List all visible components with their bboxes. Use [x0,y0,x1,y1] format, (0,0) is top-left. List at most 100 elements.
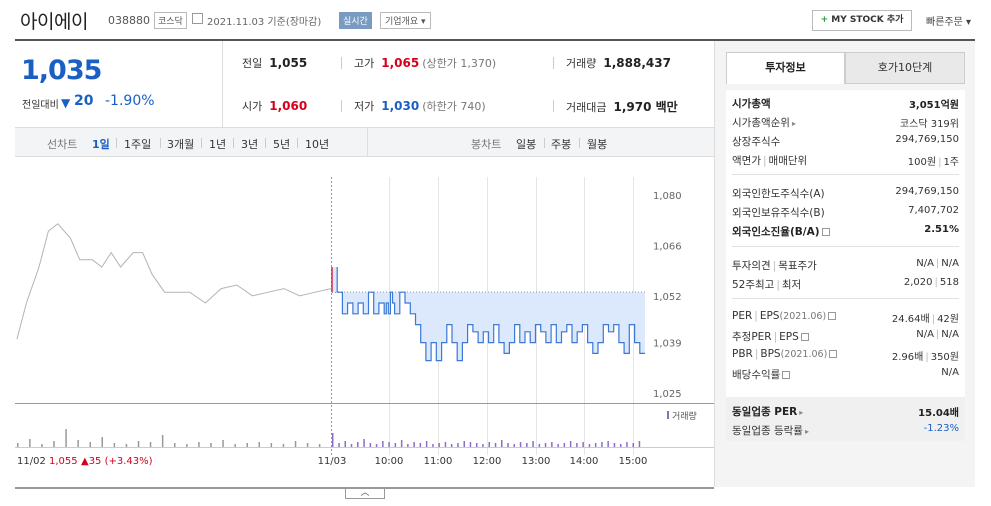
info-icon[interactable] [829,350,838,358]
info-row: 외국인소진율(B/A) 2.51% [732,224,959,242]
info-icon[interactable] [800,333,809,341]
market-cap-rank-link[interactable]: 시가총액순위 ▸ [732,115,796,130]
x-tick-label: 11:00 [424,456,453,467]
divider [544,138,545,148]
volume-bar [419,443,422,447]
volume-bar [125,444,128,447]
volume-bar [501,440,503,447]
volume-bar [463,441,465,447]
period-3y[interactable]: 3년 [241,138,259,151]
volume-bar [270,443,273,447]
divider [553,100,554,112]
volume-bar [551,442,553,447]
trade-value-value: 1,970 백만 [613,100,678,114]
chevron-right-icon: ▸ [804,427,809,436]
volume-bar [318,444,321,447]
candle-daily[interactable]: 일봉 [516,138,537,151]
y-tick-label: 1,052 [653,292,682,303]
volume-bar [620,444,622,447]
opinion-value: N/A [916,258,934,269]
y-tick-label: 1,025 [653,389,682,400]
period-10y[interactable]: 10년 [305,138,330,151]
info-icon[interactable] [828,312,837,320]
volume-bar [457,443,459,447]
volume-bar [594,443,597,447]
lower-limit: (하한가 740) [422,100,486,113]
opinion-label: 투자의견 [732,260,771,272]
info-row: 동일업종 등락률 ▸ -1.23% [732,423,959,441]
industry-rate-link[interactable]: 동일업종 등락률 ▸ [732,423,809,438]
volume-bar [29,439,31,447]
today-area-fill [332,267,645,361]
change-percent: -1.90% [105,93,155,109]
period-1d[interactable]: 1일 [92,138,110,151]
prev-day-change: ▲35 (+3.43%) [81,456,153,467]
open-label: 시가 [242,100,263,113]
info-icon[interactable] [821,228,830,236]
collapse-chart-toggle[interactable]: ︿ [345,489,385,499]
period-5y[interactable]: 5년 [273,138,291,151]
chevron-right-icon: ▸ [791,119,796,128]
volume-bar [210,443,212,447]
volume-bar [17,443,19,447]
realtime-button[interactable]: 실시간 [339,12,372,29]
industry-rate-value: -1.23% [923,423,959,434]
volume-bar [482,444,484,447]
period-3m[interactable]: 3개월 [167,138,195,151]
volume-bar [601,442,603,447]
period-note: (2021.06) [780,349,828,360]
x-tick-label: 14:00 [570,456,599,467]
volume-bar [363,439,365,447]
high-value: 1,065 [381,56,420,70]
volume-bar [476,443,478,447]
low-price: 저가 1,030 (하한가 740) [354,98,486,118]
tab-order-book[interactable]: 호가10단계 [845,52,965,84]
open-value: 1,060 [269,99,308,113]
volume-bar [488,442,490,447]
volume-bar [450,444,453,447]
line-chart-label: 선차트 [47,138,78,151]
w52-low-label: 최저 [781,279,802,291]
volume-bar [469,442,472,447]
divider [553,57,554,69]
open-price: 시가 1,060 [242,98,307,118]
chevron-down-icon: ▾ [966,17,972,28]
foreign-rate-value: 2.51% [924,224,959,235]
company-overview-dropdown[interactable]: 기업개요 ▾ [380,12,431,29]
x-tick-label: 12:00 [473,456,502,467]
add-mystock-label: MY STOCK 추가 [831,15,904,25]
info-icon[interactable] [782,371,791,379]
volume-bar [638,441,641,447]
tab-investment-info[interactable]: 투자정보 [726,52,845,84]
volume-bar [161,435,164,447]
prev-close-label: 전일 [242,57,263,70]
volume-bar [394,443,397,447]
y-tick-label: 1,080 [653,191,682,202]
divider [367,128,368,156]
x-tick-label: 11/03 [318,456,347,467]
info-row: 외국인보유주식수(B) 7,407,702 [732,205,959,223]
volume-bar [400,440,403,447]
intraday-chart[interactable]: 1,080 1,066 1,052 1,039 1,025 거래량 11/03 10:00 11… [15,157,714,487]
industry-per-link[interactable]: 동일업종 PER ▸ [732,404,803,419]
volume-bar [432,444,434,447]
volume-bar [569,441,572,447]
info-tabs: 투자정보 호가10단계 [726,52,965,84]
volume-bar [258,442,260,447]
listed-shares-label: 상장주식수 [732,136,781,148]
volume-bar [538,444,541,447]
volume-bar [588,444,591,447]
volume-bar [332,433,334,447]
period-1w[interactable]: 1주일 [124,138,152,151]
change-label: 전일대비 [22,100,59,111]
w52-low-value: 518 [939,277,959,288]
dividend-yield-label: 배당수익률 [732,369,781,381]
period-1y[interactable]: 1년 [209,138,227,151]
quick-order-button[interactable]: 빠른주문 ▾ [926,13,971,28]
add-mystock-button[interactable]: + MY STOCK 추가 [812,10,912,31]
candle-weekly[interactable]: 주봉 [551,138,572,151]
upper-limit: (상한가 1,370) [422,57,497,70]
divider [201,138,202,148]
est-per-value: N/A [916,329,934,340]
candle-monthly[interactable]: 월봉 [587,138,608,151]
